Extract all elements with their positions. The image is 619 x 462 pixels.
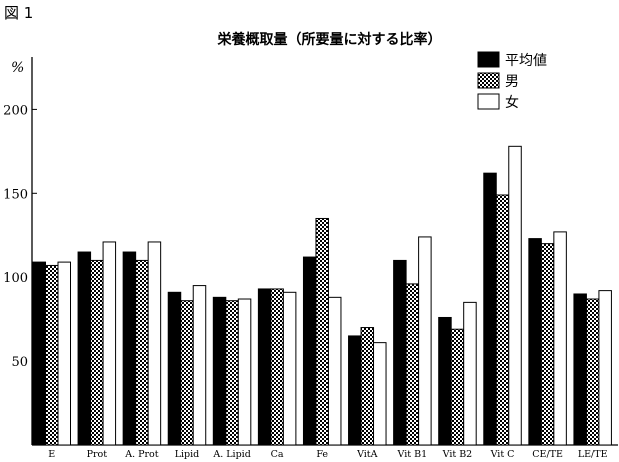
x-tick-label: E [48, 449, 55, 460]
x-tick-label: LE/TE [578, 449, 608, 460]
bar [585, 298, 600, 446]
y-tick-label: 200 [3, 103, 28, 118]
bar [373, 342, 387, 446]
bar [102, 241, 117, 446]
legend-swatch [477, 72, 500, 89]
bar [315, 217, 329, 446]
bar-group: E [32, 261, 71, 460]
bar-group: Lipid [167, 285, 207, 460]
legend-label: 男 [505, 74, 519, 90]
chart-title: 栄養概取量（所要量に対する比率） [217, 32, 442, 48]
x-tick-label: VitA [356, 449, 378, 460]
figure-label: 図 1 [4, 4, 34, 22]
bar [528, 238, 542, 446]
bar [237, 298, 252, 446]
x-tick-label: Vit B2 [442, 449, 473, 460]
bar [418, 236, 432, 446]
x-tick-label: Prot [87, 449, 108, 460]
bar [508, 145, 522, 446]
bar [45, 264, 59, 446]
x-tick-label: A. Prot [124, 449, 159, 460]
bar [180, 300, 194, 446]
bar-group: CE/TE [528, 231, 567, 460]
legend-label: 女 [505, 94, 519, 111]
x-tick-label: Vit B1 [397, 449, 428, 460]
bar [393, 259, 407, 446]
bar-group: Ca [257, 288, 297, 460]
bar [327, 296, 342, 446]
bar [192, 285, 207, 446]
legend-swatch [477, 93, 500, 110]
bar-group: LE/TE [573, 290, 612, 460]
bar [360, 327, 375, 446]
x-tick-label: A. Lipid [212, 449, 250, 460]
bar-group: Vit B2 [438, 301, 477, 460]
bar [598, 290, 612, 446]
legend-label: 平均値 [505, 53, 547, 69]
x-tick-label: CE/TE [532, 449, 563, 460]
bar [122, 251, 137, 446]
bar-group: A. Lipid [212, 296, 252, 460]
bar [225, 300, 239, 446]
bar [540, 243, 555, 446]
bar [90, 259, 104, 446]
bar [573, 293, 587, 446]
bar [270, 288, 284, 446]
bar [77, 251, 92, 446]
bar [463, 301, 477, 446]
bar [57, 261, 71, 446]
x-tick-label: Ca [271, 449, 284, 460]
bar [495, 194, 510, 446]
bar-group: Fe [302, 217, 342, 460]
bar [438, 316, 452, 446]
y-tick-label: 100 [3, 271, 28, 286]
bar [553, 231, 567, 446]
bar [483, 172, 497, 446]
bar [212, 296, 227, 446]
bar [257, 288, 272, 446]
bar [302, 256, 317, 446]
bar-group: Prot [77, 241, 117, 460]
bar-group: Vit B1 [393, 236, 432, 460]
y-tick-label: 150 [3, 187, 28, 202]
bars-group: E Prot A. Prot Lipid A. Lipid Ca Fe VitA Vit B1 V… [32, 145, 612, 460]
bar [167, 291, 182, 446]
bar [450, 328, 465, 446]
legend-swatch [477, 51, 500, 68]
y-axis-unit-label: % [11, 60, 24, 76]
bar [405, 283, 420, 446]
bar-group: Vit C [483, 145, 522, 460]
bar-group: A. Prot [122, 241, 162, 460]
x-tick-label: Vit C [490, 449, 515, 460]
bar [135, 259, 149, 446]
bar [282, 291, 297, 446]
bar-group: VitA [348, 327, 387, 460]
bar [32, 261, 46, 446]
x-tick-label: Lipid [175, 449, 200, 460]
y-tick-label: 50 [11, 355, 28, 370]
x-tick-label: Fe [316, 449, 328, 460]
bar [147, 241, 162, 446]
bar [348, 335, 362, 446]
